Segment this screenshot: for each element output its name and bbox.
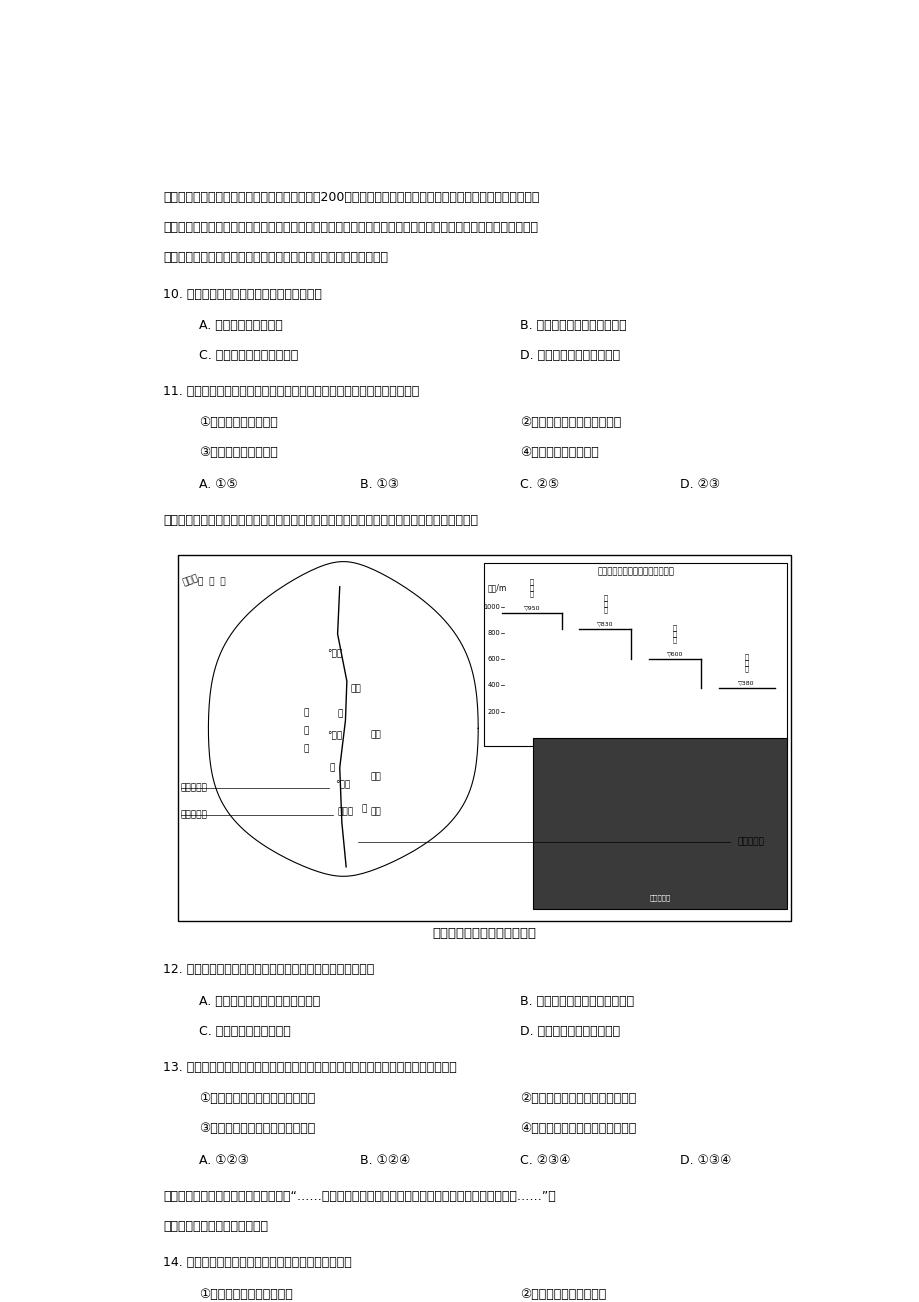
Text: °西昌: °西昌 <box>335 780 349 789</box>
Text: C. 径流量大且季节变化大: C. 径流量大且季节变化大 <box>199 1025 290 1038</box>
Text: ①国外消费市场的扩大: ①国外消费市场的扩大 <box>199 417 278 430</box>
Text: 雅: 雅 <box>337 710 343 719</box>
Text: ▽830: ▽830 <box>596 621 613 626</box>
Text: 白鹤滩电站: 白鹤滩电站 <box>180 784 208 793</box>
Text: °玉树: °玉树 <box>327 650 343 659</box>
Text: 攀枝花: 攀枝花 <box>337 807 353 816</box>
Text: 江: 江 <box>303 745 309 754</box>
Text: ②国家制定了一系列优惠政策: ②国家制定了一系列优惠政策 <box>519 417 620 430</box>
Text: 金沙江位于长江上游，拥有丰富的水能资源。下图示意金沙江段水能资源。据此完成下面小题。: 金沙江位于长江上游，拥有丰富的水能资源。下图示意金沙江段水能资源。据此完成下面小… <box>164 514 478 527</box>
Text: A. ①②③: A. ①②③ <box>199 1154 249 1167</box>
Text: D. ①③④: D. ①③④ <box>680 1154 731 1167</box>
Text: A. 华东地区能源短缺，电力缺口大: A. 华东地区能源短缺，电力缺口大 <box>199 995 320 1008</box>
Text: 通  天  河: 通 天 河 <box>198 578 225 586</box>
Text: ③开发易诱发滑坡、泥石流等灾害: ③开发易诱发滑坡、泥石流等灾害 <box>199 1122 315 1135</box>
Text: ①黑土土层变薄，肥力下降: ①黑土土层变薄，肥力下降 <box>199 1288 292 1301</box>
Text: 沙: 沙 <box>303 727 309 736</box>
Text: 800: 800 <box>487 630 500 635</box>
Text: 东川: 东川 <box>370 807 380 816</box>
Bar <box>483 564 787 746</box>
Text: B. 位于地势阶梯交界处，落差大: B. 位于地势阶梯交界处，落差大 <box>519 995 633 1008</box>
Text: ②沼泽地开发，湿地破坏: ②沼泽地开发，湿地破坏 <box>519 1288 606 1301</box>
Text: 1000: 1000 <box>482 604 500 609</box>
Text: 12. 金沙江干流适于水电梯级开发的主要自然原因是（　　）: 12. 金沙江干流适于水电梯级开发的主要自然原因是（ ） <box>164 963 374 976</box>
Text: ▽600: ▽600 <box>666 651 683 656</box>
Text: B. ①③: B. ①③ <box>359 478 398 491</box>
Text: 磊: 磊 <box>329 763 334 772</box>
Text: 高程/m: 高程/m <box>487 583 506 592</box>
Text: 向家坝电站: 向家坝电站 <box>649 894 670 901</box>
Text: 尼亚注册开发矿产资源。为了吸引更多的投资者来此寻找与开发矿产资源，坦桑尼亚政府制定了一系列优惠政策。: 尼亚注册开发矿产资源。为了吸引更多的投资者来此寻找与开发矿产资源，坦桑尼亚政府制… <box>164 221 538 234</box>
Text: 溪洛渡电站: 溪洛渡电站 <box>737 837 764 846</box>
Text: 10. 坦桑尼亚矿产开采的优势条件是（　　）: 10. 坦桑尼亚矿产开采的优势条件是（ ） <box>164 288 322 301</box>
Text: 14. 目前，东北地区土地利用中的主要问题是（　　）: 14. 目前，东北地区土地利用中的主要问题是（ ） <box>164 1256 352 1269</box>
Text: 见其土壤肥沃。完成下面小题。: 见其土壤肥沃。完成下面小题。 <box>164 1220 268 1233</box>
Text: 乌
东
德: 乌 东 德 <box>529 579 533 598</box>
Text: 甘孜: 甘孜 <box>350 685 361 694</box>
Text: C. ②③④: C. ②③④ <box>519 1154 570 1167</box>
Text: 乌东德电站: 乌东德电站 <box>180 810 208 819</box>
Text: ④交通运输条件的改善: ④交通运输条件的改善 <box>519 447 598 460</box>
Text: B. 矿产资源分布广，需求量大: B. 矿产资源分布广，需求量大 <box>519 319 626 332</box>
Bar <box>533 738 787 909</box>
Text: C. ②⑤: C. ②⑤ <box>519 478 559 491</box>
Text: 向
家
坝: 向 家 坝 <box>743 654 748 672</box>
Text: ①地质条件复杂，工程技术难度大: ①地质条件复杂，工程技术难度大 <box>199 1092 315 1105</box>
Text: 600: 600 <box>487 656 500 663</box>
Text: D. ②③: D. ②③ <box>680 478 720 491</box>
Text: 金沙江下游段梯级水电站纵剖面图: 金沙江下游段梯级水电站纵剖面图 <box>596 568 674 577</box>
Text: ②该地区经济落后，能源需求量小: ②该地区经济落后，能源需求量小 <box>519 1092 636 1105</box>
Text: D. 滨临海洋，便于大量出口: D. 滨临海洋，便于大量出口 <box>519 349 619 362</box>
Text: 东北区平原广阔无垃，一首诗歌曾提到“……这里的土地肥到家，插上根筷子会发芽，栽上块柴禾也开花……”足: 东北区平原广阔无垃，一首诗歌曾提到“……这里的土地肥到家，插上根筷子会发芽，栽上… <box>164 1190 556 1203</box>
Text: ③国外资金技术的投入: ③国外资金技术的投入 <box>199 447 278 460</box>
Text: 白
鹤
滩: 白 鹤 滩 <box>603 595 607 613</box>
Text: B. ①②④: B. ①②④ <box>359 1154 410 1167</box>
Text: 金: 金 <box>361 803 366 812</box>
Text: 近年来，矿业已成为坦桑尼亚增长最快的产业。据此完成下面小题。: 近年来，矿业已成为坦桑尼亚增长最快的产业。据此完成下面小题。 <box>164 251 388 264</box>
Text: C. 劳动力丰富，开采成本低: C. 劳动力丰富，开采成本低 <box>199 349 298 362</box>
Text: 宜宾: 宜宾 <box>370 772 380 781</box>
Text: D. 地质条件稳定，适于建坝: D. 地质条件稳定，适于建坝 <box>519 1025 619 1038</box>
Text: 金: 金 <box>303 708 309 717</box>
Text: ④流经省份较多，未形成开发方案: ④流经省份较多，未形成开发方案 <box>519 1122 636 1135</box>
Text: ▽380: ▽380 <box>738 680 754 685</box>
Text: 金沙江下游段水能资源开发图: 金沙江下游段水能资源开发图 <box>432 927 536 940</box>
Text: 13. 金沙江干支流水能资源丰富，但长期以来未得到充分开发，其主要原因有（　　）: 13. 金沙江干支流水能资源丰富，但长期以来未得到充分开发，其主要原因有（ ） <box>164 1061 457 1074</box>
Text: 溪
洛
渡: 溪 洛 渡 <box>673 625 676 643</box>
Text: A. ①⑤: A. ①⑤ <box>199 478 238 491</box>
Text: 潜力巨大。坦桑尼亚已知矿产的埋藏深度大多在200米以内，还有很多露天矿床。许多国外矿业开采公司在坦桑: 潜力巨大。坦桑尼亚已知矿产的埋藏深度大多在200米以内，还有很多露天矿床。许多国… <box>164 191 539 204</box>
Text: °巴塘: °巴塘 <box>327 732 343 741</box>
Bar <box>177 556 790 922</box>
Text: 400: 400 <box>487 682 500 689</box>
Text: 11. 近年来，矿业已成为坦桑尼亚增长最快的产业，其主要原因有（　　）: 11. 近年来，矿业已成为坦桑尼亚增长最快的产业，其主要原因有（ ） <box>164 385 419 398</box>
Text: 200: 200 <box>487 708 500 715</box>
Text: ▽950: ▽950 <box>523 605 539 611</box>
Text: 康定: 康定 <box>370 730 380 740</box>
Text: 沱沱河: 沱沱河 <box>181 573 199 587</box>
Text: A. 矿产储量大，埋藏浅: A. 矿产储量大，埋藏浅 <box>199 319 282 332</box>
